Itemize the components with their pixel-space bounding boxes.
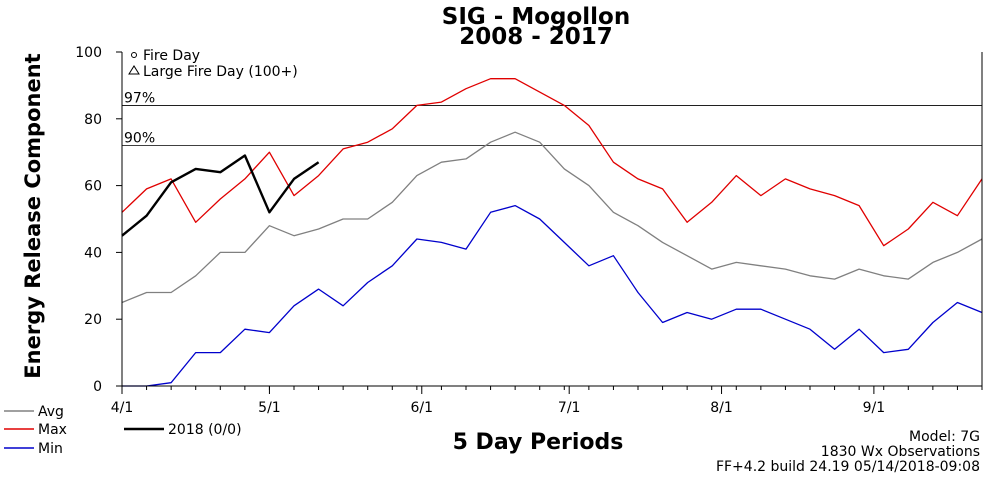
fire-day-marker-icon bbox=[131, 52, 137, 58]
chart-subtitle: 2008 - 2017 bbox=[459, 24, 613, 50]
large-fire-day-marker-icon bbox=[128, 65, 140, 75]
series-legend: Avg Max Min 2018 (0/0) bbox=[4, 404, 242, 457]
y-tick-label: 100 bbox=[75, 45, 102, 61]
footer-model: Model: 7G bbox=[909, 429, 980, 445]
fire-day-label: Fire Day bbox=[143, 48, 200, 64]
series-line-avg bbox=[121, 131, 983, 304]
series-line-min bbox=[122, 204, 983, 387]
legend-min-label: Min bbox=[38, 441, 63, 457]
y-tick-label: 60 bbox=[84, 179, 102, 195]
series-line-2018-0-0 bbox=[121, 154, 320, 237]
footer-observations: 1830 Wx Observations bbox=[821, 444, 980, 460]
footer-build: FF+4.2 build 24.19 05/14/2018-09:08 bbox=[716, 459, 980, 475]
y-axis-label: Energy Release Component bbox=[21, 53, 45, 378]
y-tick-label: 0 bbox=[93, 379, 102, 395]
x-tick-label: 5/1 bbox=[258, 400, 281, 416]
chart-title: SIG - Mogollon bbox=[442, 4, 630, 30]
reference-line-label: 90% bbox=[124, 131, 155, 147]
reference-line-label: 97% bbox=[124, 90, 155, 106]
x-tick-label: 7/1 bbox=[558, 400, 581, 416]
series-line-max bbox=[121, 78, 983, 247]
y-tick-label: 80 bbox=[84, 112, 102, 128]
large-fire-day-label: Large Fire Day (100+) bbox=[143, 64, 298, 80]
x-tick-label: 4/1 bbox=[111, 400, 134, 416]
marker-legend: Fire Day Large Fire Day (100+) bbox=[128, 48, 298, 80]
legend-avg-label: Avg bbox=[38, 404, 64, 420]
y-tick-label: 20 bbox=[84, 312, 102, 328]
x-axis-label: 5 Day Periods bbox=[453, 430, 624, 455]
x-tick-label: 9/1 bbox=[863, 400, 886, 416]
legend-max-label: Max bbox=[38, 422, 67, 438]
y-tick-label: 40 bbox=[84, 245, 102, 261]
x-tick-label: 8/1 bbox=[710, 400, 733, 416]
legend-2018-label: 2018 (0/0) bbox=[168, 422, 242, 438]
x-tick-label: 6/1 bbox=[411, 400, 434, 416]
